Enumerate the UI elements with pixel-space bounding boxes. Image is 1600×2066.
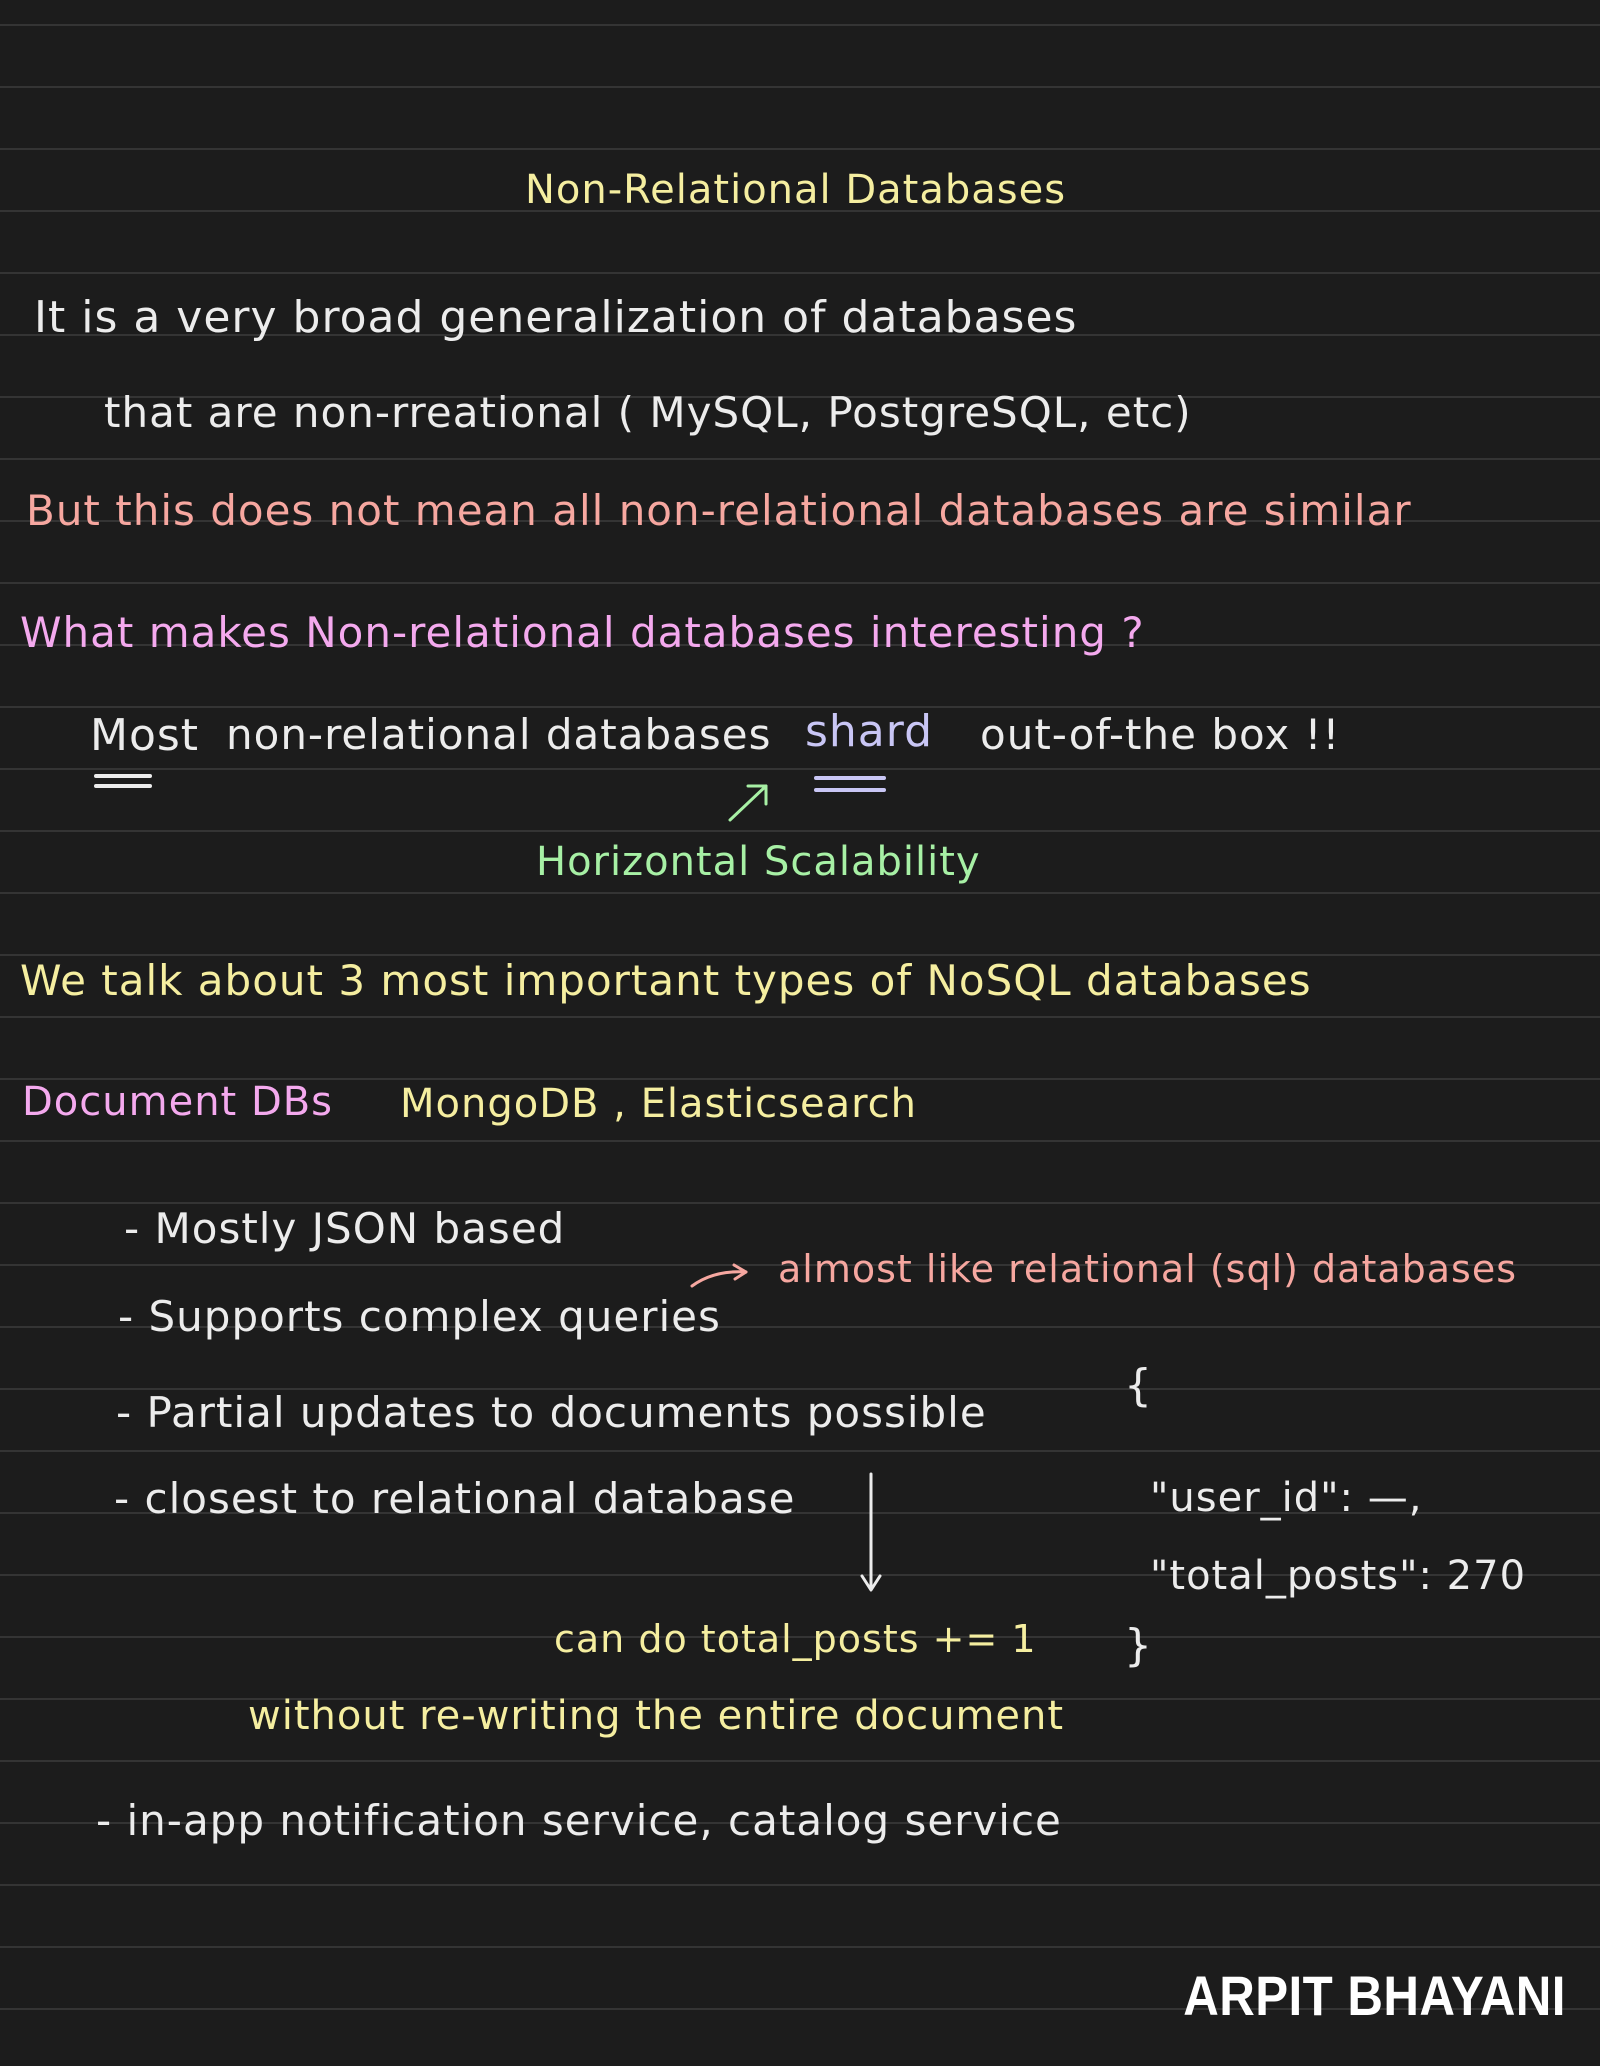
types-intro: We talk about 3 most important types of … bbox=[20, 956, 1312, 1005]
up-right-arrow-icon bbox=[728, 784, 768, 822]
json-line-total-posts: "total_posts": 270 bbox=[1150, 1553, 1527, 1599]
down-arrow-icon bbox=[860, 1472, 882, 1592]
curved-arrow-icon bbox=[690, 1263, 748, 1288]
most-label: Most bbox=[90, 710, 200, 761]
bullet-partial-updates: - Partial updates to documents possible bbox=[116, 1388, 987, 1437]
json-open-brace: { bbox=[1124, 1360, 1153, 1411]
partial-update-note-2: without re-writing the entire document bbox=[248, 1693, 1065, 1739]
json-line-user-id: "user_id": —, bbox=[1150, 1475, 1423, 1521]
most-underline-1 bbox=[94, 774, 152, 778]
statement-middle: non-relational databases bbox=[226, 710, 772, 759]
shard-underline-1 bbox=[814, 776, 886, 780]
intro-line-3: But this does not mean all non-relationa… bbox=[26, 486, 1412, 535]
use-cases-bullet: - in-app notification service, catalog s… bbox=[96, 1796, 1062, 1845]
author-brand: ARPIT BHAYANI bbox=[1183, 1964, 1566, 2027]
document-dbs-heading: Document DBs bbox=[22, 1079, 334, 1125]
side-note-relational: almost like relational (sql) databases bbox=[778, 1247, 1518, 1291]
bullet-json-based: - Mostly JSON based bbox=[124, 1204, 566, 1253]
shard-word: shard bbox=[805, 706, 934, 757]
shard-underline-2 bbox=[814, 788, 886, 792]
intro-line-1: It is a very broad generalization of dat… bbox=[34, 292, 1078, 343]
most-underline-2 bbox=[94, 784, 152, 788]
json-close-brace: } bbox=[1124, 1620, 1153, 1671]
horizontal-scalability-note: Horizontal Scalability bbox=[536, 839, 981, 885]
statement-end: out-of-the box !! bbox=[980, 710, 1341, 759]
bullet-closest-relational: - closest to relational database bbox=[114, 1474, 796, 1523]
interesting-question: What makes Non-relational databases inte… bbox=[20, 608, 1145, 657]
document-dbs-examples: MongoDB , Elasticsearch bbox=[400, 1081, 917, 1127]
page-title: Non-Relational Databases bbox=[525, 167, 1067, 213]
bullet-complex-queries: - Supports complex queries bbox=[118, 1292, 721, 1341]
partial-update-note-1: can do total_posts += 1 bbox=[554, 1617, 1037, 1661]
intro-line-2: that are non-rreational ( MySQL, Postgre… bbox=[104, 388, 1192, 437]
